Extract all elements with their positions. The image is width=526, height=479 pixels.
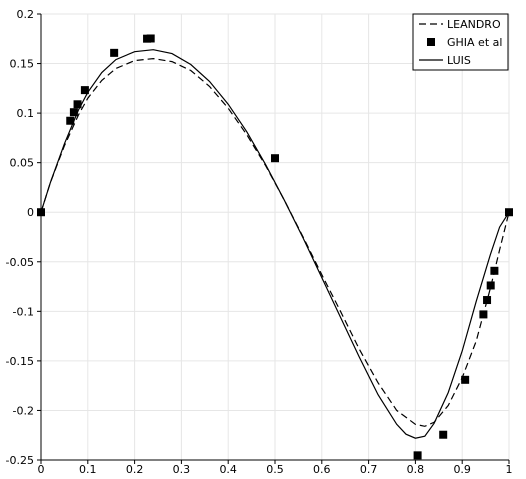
legend-ghia-et-al-swatch	[427, 38, 435, 46]
x-tick-label: 0.6	[313, 463, 331, 476]
x-tick-label: 0.2	[126, 463, 144, 476]
legend-ghia-et-al-label: GHIA et al	[447, 36, 502, 49]
x-tick-label: 0.1	[79, 463, 97, 476]
y-tick-label: 0.05	[10, 157, 35, 170]
series-ghia-et-al-marker	[271, 154, 279, 163]
y-tick-label: -0.2	[13, 404, 34, 417]
x-tick-label: 0.3	[173, 463, 191, 476]
y-tick-label: -0.05	[6, 256, 34, 269]
series-layer	[37, 34, 513, 460]
y-tick-label: -0.15	[6, 355, 34, 368]
series-ghia-et-al-marker	[413, 451, 422, 460]
series-leandro-line	[40, 57, 510, 427]
y-tick-label: 0	[27, 206, 34, 219]
series-ghia-et-al-marker	[439, 430, 448, 439]
series-ghia-et-al-marker	[490, 266, 499, 275]
y-tick-label: -0.1	[13, 305, 34, 318]
series-ghia-et-al-marker	[483, 296, 492, 305]
series-ghia-et-al-marker	[66, 116, 75, 125]
legend-leandro-label: LEANDRO	[447, 18, 501, 31]
series-ghia-et-al-marker	[146, 34, 155, 43]
series-ghia-et-al-marker	[486, 281, 495, 290]
series-ghia-et-al-marker	[110, 48, 119, 57]
series-ghia-et-al-marker	[479, 310, 488, 319]
grid	[40, 13, 510, 461]
axes: 0 0.1 0.2 0.3 0.4 0.5 0.6 0.7 0.8 0.9 1 0.2 0.15 0.1 0…	[6, 8, 513, 476]
x-tick-label: 0.8	[407, 463, 425, 476]
x-tick-label: 0.7	[360, 463, 378, 476]
legend-luis-label: LUIS	[447, 54, 471, 67]
series-ghia-et-al-marker	[69, 108, 78, 117]
series-ghia-et-al-marker	[80, 86, 89, 95]
x-tick-label: 1	[506, 463, 513, 476]
x-tick-label: 0.9	[453, 463, 471, 476]
series-ghia-et-al-marker	[37, 208, 45, 217]
x-tick-label: 0.4	[219, 463, 237, 476]
y-tick-label: 0.1	[17, 107, 35, 120]
y-tick-label: 0.2	[17, 8, 35, 21]
y-tick-label: -0.25	[6, 454, 34, 467]
legend: LEANDRO GHIA et al LUIS	[412, 13, 509, 71]
series-ghia-et-al-marker	[73, 100, 82, 109]
series-luis-line	[40, 49, 510, 439]
y-tick-label: 0.15	[10, 58, 35, 71]
series-ghia-et-al-marker	[461, 375, 470, 384]
x-tick-label: 0.5	[266, 463, 284, 476]
x-tick-label: 0	[38, 463, 45, 476]
